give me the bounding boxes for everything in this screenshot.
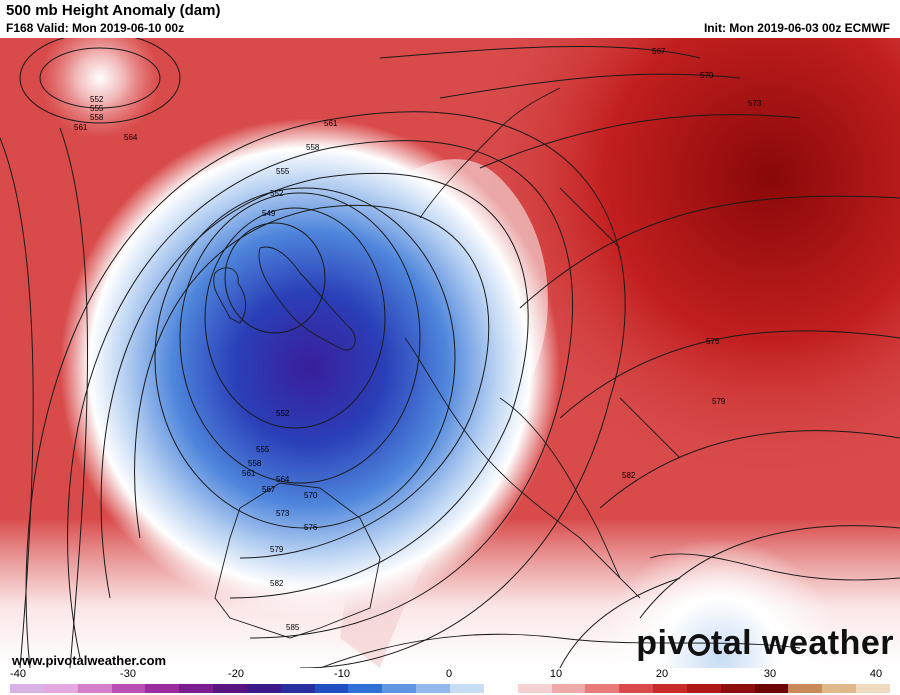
colorbar-swatch <box>179 684 214 693</box>
colorbar-swatch <box>449 684 484 693</box>
colorbar-swatch <box>788 684 823 693</box>
colorbar-swatch <box>653 684 687 693</box>
logo-text-start: piv <box>636 624 687 662</box>
contour-label: 579 <box>712 397 726 406</box>
contour-label: 552 <box>270 189 284 198</box>
colorbar-swatch <box>246 684 281 693</box>
contour-label: 570 <box>304 491 318 500</box>
pivotal-weather-logo: piv tal weather <box>636 624 894 663</box>
contour-label: 558 <box>306 143 320 152</box>
colorbar-swatch <box>686 684 721 693</box>
contour-label: 585 <box>286 623 300 632</box>
contour-label: 576 <box>304 523 318 532</box>
contour-label: 558 <box>248 459 262 468</box>
contour-label: 561 <box>74 123 88 132</box>
map-canvas: 552 555 558 561 564 561 558 555 552 549 … <box>0 38 900 668</box>
contour-label: 549 <box>262 209 276 218</box>
contour-labels: 552 555 558 561 564 561 558 555 552 549 … <box>74 47 762 632</box>
logo-text-end: tal weather <box>710 624 894 662</box>
contour-label: 567 <box>652 47 666 56</box>
logo-o-icon <box>687 634 710 656</box>
contour-label: 555 <box>256 445 270 454</box>
contour-label: 564 <box>124 133 138 142</box>
colorbar-ticks: -40 -30 -20 -10 0 10 20 30 40 <box>0 668 900 682</box>
valid-time: F168 Valid: Mon 2019-06-10 00z <box>6 21 185 35</box>
colorbar-tick: 10 <box>549 668 563 680</box>
colorbar-tick: 0 <box>445 668 453 680</box>
colorbar-tick: 30 <box>763 668 777 680</box>
contour-label: 582 <box>622 471 636 480</box>
contour-label: 573 <box>276 509 290 518</box>
colorbar-swatch <box>619 684 654 693</box>
colorbar-swatch <box>77 684 112 693</box>
colorbar <box>10 684 890 693</box>
colorbar-swatch <box>213 684 247 693</box>
website-url: www.pivotalweather.com <box>12 653 167 668</box>
colorbar-tick: -10 <box>334 668 350 680</box>
colorbar-swatch <box>416 684 450 693</box>
contour-label: 552 <box>90 95 104 104</box>
colorbar-swatch <box>551 684 586 693</box>
colorbar-swatch <box>280 684 315 693</box>
contour-label: 567 <box>262 485 276 494</box>
contour-label: 555 <box>276 167 290 176</box>
colorbar-swatch <box>348 684 383 693</box>
colorbar-tick: -40 <box>10 668 26 680</box>
colorbar-swatch <box>517 684 552 693</box>
colorbar-tick: -30 <box>120 668 136 680</box>
colorbar-swatch <box>314 684 349 693</box>
colorbar-tick: -20 <box>228 668 244 680</box>
contour-label: 561 <box>242 469 256 478</box>
contour-label: 582 <box>270 579 284 588</box>
colorbar-swatch <box>382 684 417 693</box>
height-contours <box>0 38 900 668</box>
colorbar-swatch <box>585 684 620 693</box>
colorbar-swatch <box>754 684 789 693</box>
contour-label: 570 <box>700 71 714 80</box>
colorbar-swatch <box>43 684 78 693</box>
contour-label: 579 <box>270 545 284 554</box>
colorbar-tick: 40 <box>869 668 883 680</box>
contour-label: 561 <box>324 119 338 128</box>
colorbar-swatch <box>856 684 890 693</box>
colorbar-tick: 20 <box>655 668 669 680</box>
header: 500 mb Height Anomaly (dam) F168 Valid: … <box>0 0 900 38</box>
colorbar-swatch <box>720 684 755 693</box>
contour-label: 552 <box>276 409 290 418</box>
contour-label: 576 <box>706 337 720 346</box>
contour-label: 555 <box>90 104 104 113</box>
contour-label: 564 <box>276 475 290 484</box>
height-anomaly-map[interactable]: 552 555 558 561 564 561 558 555 552 549 … <box>0 38 900 668</box>
colorbar-swatch <box>111 684 146 693</box>
contour-label: 573 <box>748 99 762 108</box>
page-title: 500 mb Height Anomaly (dam) <box>6 2 221 19</box>
colorbar-swatch <box>10 684 44 693</box>
contour-label: 558 <box>90 113 104 122</box>
colorbar-swatch <box>145 684 180 693</box>
init-time: Init: Mon 2019-06-03 00z ECMWF <box>703 21 890 35</box>
colorbar-swatch <box>822 684 857 693</box>
coastlines <box>213 87 900 668</box>
colorbar-swatch <box>483 684 518 693</box>
